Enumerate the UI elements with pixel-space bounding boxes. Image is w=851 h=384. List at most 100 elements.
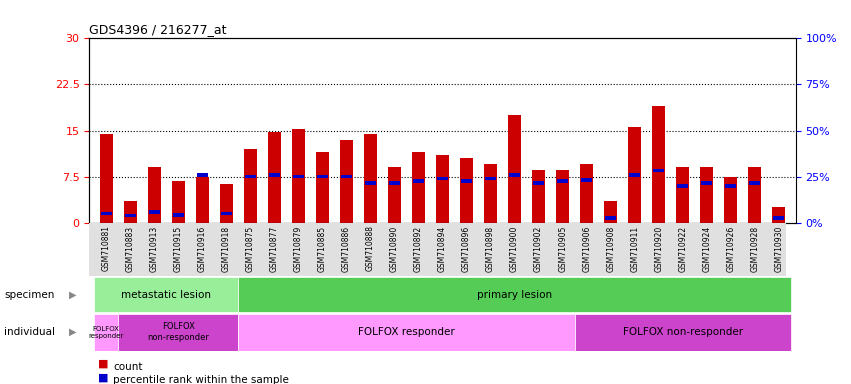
Text: specimen: specimen <box>4 290 54 300</box>
Text: GSM710877: GSM710877 <box>270 225 279 271</box>
Text: GSM710900: GSM710900 <box>510 225 519 272</box>
Bar <box>461 179 472 183</box>
Text: GSM710915: GSM710915 <box>174 225 183 271</box>
Bar <box>725 184 736 188</box>
Bar <box>556 170 569 223</box>
Bar <box>124 214 136 217</box>
Bar <box>509 173 520 177</box>
Bar <box>574 314 791 351</box>
Bar <box>365 181 376 185</box>
Bar <box>100 134 113 223</box>
Text: FOLFOX responder: FOLFOX responder <box>358 327 454 337</box>
Text: GSM710924: GSM710924 <box>702 225 711 271</box>
Text: GSM710913: GSM710913 <box>150 225 159 271</box>
Text: GSM710883: GSM710883 <box>126 225 134 271</box>
Bar <box>340 140 353 223</box>
Bar <box>94 314 118 351</box>
Bar <box>532 170 545 223</box>
Text: GSM710875: GSM710875 <box>246 225 254 271</box>
Text: GSM710918: GSM710918 <box>222 225 231 271</box>
Bar <box>196 177 208 223</box>
Bar <box>749 181 761 185</box>
Text: primary lesion: primary lesion <box>477 290 552 300</box>
Bar <box>293 175 304 179</box>
Text: GSM710888: GSM710888 <box>366 225 375 271</box>
Bar <box>604 201 617 223</box>
Text: GDS4396 / 216277_at: GDS4396 / 216277_at <box>89 23 227 36</box>
Bar <box>436 155 449 223</box>
Bar <box>220 184 233 223</box>
Bar <box>147 167 161 223</box>
Text: GSM710892: GSM710892 <box>414 225 423 271</box>
Bar <box>316 152 329 223</box>
Bar <box>220 212 232 215</box>
Bar <box>269 173 280 177</box>
Bar <box>677 167 689 223</box>
Text: GSM710905: GSM710905 <box>558 225 567 272</box>
Bar <box>533 181 545 185</box>
Bar <box>485 177 496 180</box>
Bar <box>605 216 616 220</box>
Bar <box>173 213 184 217</box>
Bar <box>772 207 785 223</box>
Text: ■: ■ <box>98 359 111 369</box>
Bar <box>580 164 593 223</box>
Bar <box>243 149 257 223</box>
Bar <box>340 175 352 179</box>
Bar <box>628 127 642 223</box>
Bar <box>197 173 208 177</box>
Bar <box>172 181 185 223</box>
Bar <box>238 314 574 351</box>
Text: GSM710911: GSM710911 <box>631 225 639 271</box>
Bar <box>724 177 738 223</box>
Text: metastatic lesion: metastatic lesion <box>121 290 211 300</box>
Bar <box>557 179 568 183</box>
Bar <box>268 132 281 223</box>
Text: GSM710881: GSM710881 <box>101 225 111 271</box>
Bar <box>484 164 497 223</box>
Bar <box>653 169 665 172</box>
Bar <box>388 167 401 223</box>
Bar <box>581 178 592 182</box>
Bar <box>460 158 473 223</box>
Text: GSM710916: GSM710916 <box>197 225 207 271</box>
Text: ▶: ▶ <box>69 327 77 337</box>
Bar <box>389 181 400 185</box>
Bar <box>774 216 785 220</box>
Bar <box>700 167 713 223</box>
Bar <box>292 129 305 223</box>
Text: GSM710920: GSM710920 <box>654 225 663 271</box>
Text: GSM710926: GSM710926 <box>726 225 735 271</box>
Text: GSM710896: GSM710896 <box>462 225 471 271</box>
Bar <box>677 184 688 188</box>
Bar <box>317 175 328 179</box>
Text: ▶: ▶ <box>69 290 77 300</box>
Bar <box>508 115 521 223</box>
Bar <box>412 152 426 223</box>
Text: GSM710930: GSM710930 <box>774 225 784 272</box>
Text: FOLFOX non-responder: FOLFOX non-responder <box>623 327 743 337</box>
Bar <box>245 175 256 179</box>
Text: GSM710894: GSM710894 <box>438 225 447 271</box>
Bar <box>149 210 160 214</box>
Bar <box>629 173 640 177</box>
Bar <box>94 277 238 312</box>
Text: individual: individual <box>4 327 55 337</box>
Bar <box>701 181 712 185</box>
Text: FOLFOX
non-responder: FOLFOX non-responder <box>147 323 209 342</box>
Text: GSM710908: GSM710908 <box>606 225 615 271</box>
Bar <box>748 167 762 223</box>
Bar <box>413 179 424 183</box>
Bar <box>437 177 448 180</box>
Text: GSM710928: GSM710928 <box>751 225 759 271</box>
Bar <box>652 106 665 223</box>
Text: FOLFOX
responder: FOLFOX responder <box>89 326 123 339</box>
Text: GSM710922: GSM710922 <box>678 225 688 271</box>
Bar <box>238 277 791 312</box>
Text: GSM710890: GSM710890 <box>390 225 399 271</box>
Bar <box>364 134 377 223</box>
Text: percentile rank within the sample: percentile rank within the sample <box>113 375 289 384</box>
Text: ■: ■ <box>98 372 111 382</box>
Text: GSM710885: GSM710885 <box>318 225 327 271</box>
Text: GSM710906: GSM710906 <box>582 225 591 272</box>
